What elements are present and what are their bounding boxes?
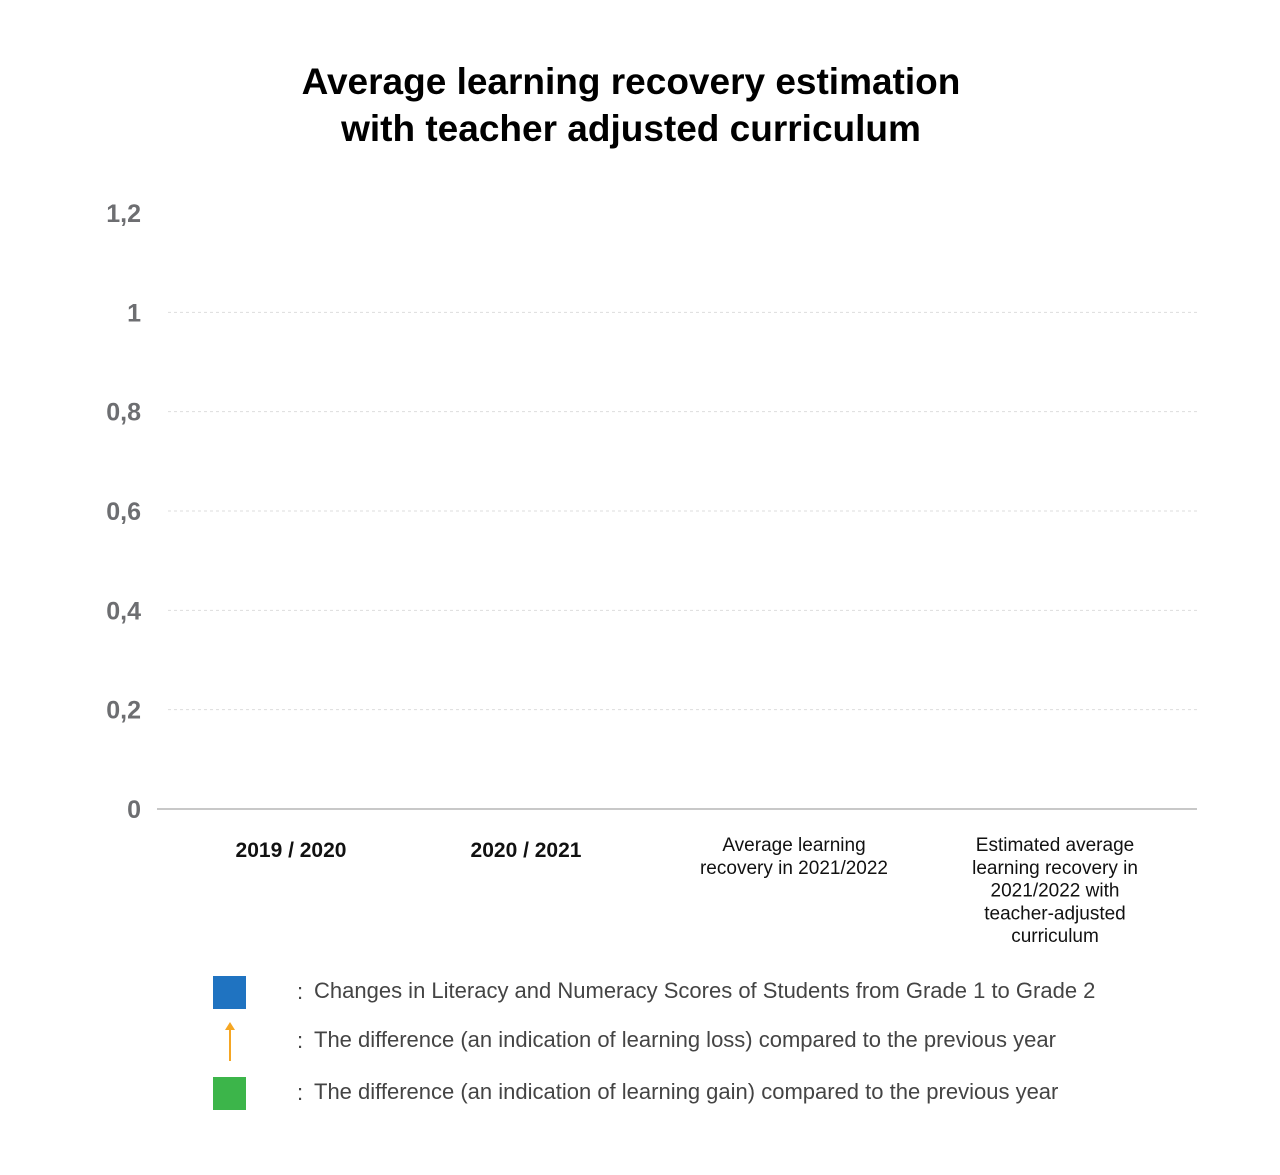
chart-plot-area: 0 0,2 0,4 0,6 0,8 1 1,2 2019 / 2020 2020 / 2021 A…	[106, 200, 1197, 947]
x-category-label-line: 2021/2022 with	[991, 881, 1120, 902]
legend-item-scores: : Changes in Literacy and Numeracy Score…	[0, 973, 1280, 1013]
x-category-label-line: curriculum	[1011, 926, 1099, 947]
legend-label-loss: The difference (an indication of learnin…	[314, 1027, 1056, 1052]
x-category-label-line: 2020 / 2021	[471, 839, 582, 862]
legend-swatch-blue	[213, 976, 246, 1009]
y-tick-label: 1,2	[106, 200, 141, 228]
chart-title-line-2: with teacher adjusted curriculum	[341, 108, 921, 149]
legend-separator: :	[297, 1028, 304, 1053]
legend-swatch-green	[213, 1077, 246, 1110]
legend-item-gain: : The difference (an indication of learn…	[0, 1074, 1280, 1114]
legend-item-loss: : The difference (an indication of learn…	[0, 1022, 1280, 1062]
x-category-label: Estimated average learning recovery in 202…	[972, 835, 1138, 947]
up-arrow-icon	[225, 1022, 235, 1061]
y-tick-label: 0,4	[106, 597, 141, 625]
x-category-label-line: learning recovery in	[972, 858, 1138, 879]
y-tick-label: 0,8	[106, 399, 141, 427]
x-category-label-line: 2019 / 2020	[236, 839, 347, 862]
x-category-label: 2020 / 2021	[471, 839, 582, 862]
y-tick-label: 0,2	[106, 697, 141, 725]
x-category-label: Average learning recovery in 2021/2022	[700, 835, 888, 879]
x-category-label-line: teacher-adjusted	[984, 903, 1126, 924]
x-category-label: 2019 / 2020	[236, 839, 347, 862]
legend-label-scores: Changes in Literacy and Numeracy Scores …	[314, 978, 1096, 1003]
legend-separator: :	[297, 979, 304, 1004]
up-arrow-head	[225, 1022, 235, 1030]
chart-title-line-1: Average learning recovery estimation	[301, 61, 961, 102]
x-category-label-line: Average learning	[722, 835, 865, 856]
chart-title: Average learning recovery estimation wit…	[0, 58, 1262, 152]
legend-label-gain: The difference (an indication of learnin…	[314, 1079, 1059, 1104]
y-tick-label: 0,6	[106, 498, 141, 526]
x-category-label-line: recovery in 2021/2022	[700, 858, 888, 879]
legend-separator: :	[297, 1080, 304, 1105]
x-category-label-line: Estimated average	[976, 835, 1134, 856]
y-tick-label: 1	[127, 299, 141, 327]
y-tick-label: 0	[127, 796, 141, 824]
